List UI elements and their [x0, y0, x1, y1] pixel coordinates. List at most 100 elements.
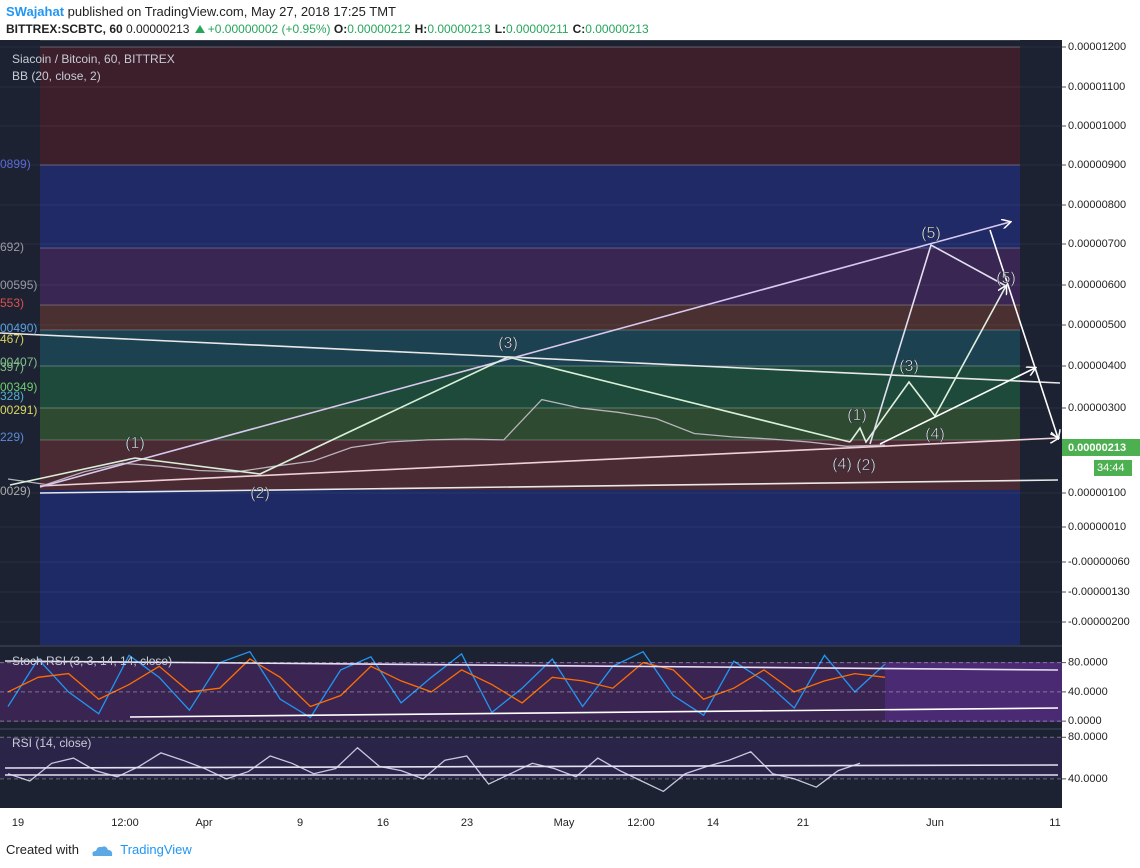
fib-label: 00407): [0, 355, 37, 369]
y-tick-label: 0.00000800: [1068, 199, 1126, 211]
fib-label: 328): [0, 389, 24, 403]
up-arrow: [194, 25, 205, 33]
y-tick-label: 0.00000500: [1068, 319, 1126, 331]
fib-band: [40, 366, 1020, 408]
pane-title: Siacoin / Bitcoin, 60, BITTREX: [12, 52, 175, 66]
drawings: [0, 222, 1060, 776]
series-line: [7, 398, 886, 486]
trend-line: [989, 229, 1058, 438]
ohlc-value: 0.00000213: [427, 22, 491, 36]
wave-label: (2): [856, 457, 876, 474]
symbol: BITTREX:SCBTC, 60: [6, 22, 123, 36]
ohlc-key: C:: [572, 22, 586, 36]
y-tick-label: 0.00000100: [1068, 487, 1126, 499]
pane-band: [885, 662, 1062, 722]
ohlc-key: H:: [414, 22, 428, 36]
y-tick-label: -0.00000130: [1068, 586, 1130, 598]
wave-line: [9, 356, 851, 486]
y-tick-label: 80.0000: [1068, 657, 1108, 669]
fib-band: [40, 47, 1020, 165]
publish-line: SWajahat published on TradingView.com, M…: [6, 4, 396, 19]
plots: [7, 398, 886, 793]
pane-band: [0, 662, 885, 722]
pane-subtitle: BB (20, close, 2): [12, 69, 101, 83]
pane-band: [0, 737, 1062, 778]
ohlc-value: 0.00000211: [506, 22, 569, 36]
logo: [92, 845, 112, 856]
series-line: [7, 658, 886, 708]
fib-label: 00349): [0, 380, 37, 394]
published: published on TradingView.com, May 27, 20…: [67, 4, 396, 19]
x-tick-label: Apr: [195, 817, 212, 829]
wave-label: (1): [125, 435, 145, 452]
x-tick-label: May: [554, 817, 575, 829]
trend-line: [39, 222, 1010, 488]
wave-label: (3): [899, 358, 919, 375]
ohlc-key: L:: [494, 22, 507, 36]
trend-line: [39, 438, 1058, 487]
fib-band: [40, 305, 1020, 330]
fib-label: 397): [0, 360, 24, 374]
x-tick-label: Jun: [926, 817, 944, 829]
trend-line: [4, 764, 1059, 769]
y-tick-label: 0.00000900: [1068, 159, 1126, 171]
fib-label: 0899): [0, 157, 31, 171]
wave-label: (5): [996, 270, 1016, 287]
y-tick-label: 0.00000600: [1068, 279, 1126, 291]
fib-band: [40, 408, 1020, 440]
fib-band: [40, 330, 1020, 366]
ohlc-key: O:: [333, 22, 348, 36]
trend-line: [4, 660, 1059, 671]
last-price-label: 0.00000213: [1068, 442, 1126, 454]
labels: 0.00001200 0.00001100 0.00001000 0.00000900…: [0, 41, 1140, 829]
symbol-line: BITTREX:SCBTC, 60 0.00000213 +0.00000002…: [6, 22, 653, 36]
x-tick-label: 23: [461, 817, 473, 829]
fib-band: [40, 490, 1020, 645]
x-tick-label: 12:00: [627, 817, 655, 829]
pane-title: RSI (14, close): [12, 736, 91, 750]
countdown-badge: [1094, 459, 1132, 476]
series-line: [7, 746, 861, 793]
wave-line: [849, 286, 1006, 444]
trend-line: [879, 368, 1035, 445]
trend-line: [129, 707, 1059, 718]
y-tick-label: 0.0000: [1068, 715, 1102, 727]
x-tick-label: 14: [707, 817, 719, 829]
fib-label: 00595): [0, 278, 37, 292]
y-tick-label: -0.00000060: [1068, 556, 1130, 568]
y-tick-label: 0.00001000: [1068, 120, 1126, 132]
publisher[interactable]: SWajahat: [6, 4, 65, 19]
wave-label: (4): [832, 456, 852, 473]
wave-label: (1): [847, 407, 867, 424]
trend-line: [39, 479, 1059, 494]
y-tick-label: -0.00000200: [1068, 616, 1130, 628]
y-tick-label: 0.00000300: [1068, 402, 1126, 414]
y-tick-label: 40.0000: [1068, 773, 1108, 785]
fib-label: 00291): [0, 403, 37, 417]
footer: Created with TradingView: [6, 842, 192, 857]
wave-label: (3): [498, 335, 518, 352]
y-tick-label: 0.00000010: [1068, 521, 1126, 533]
change: +0.00000002 (+0.95%): [207, 22, 331, 36]
fib-band: [40, 440, 1020, 490]
fib-label: 00490): [0, 321, 37, 335]
price-axis: [1062, 40, 1140, 835]
fib-band: [40, 165, 1020, 248]
x-tick-label: 19: [12, 817, 24, 829]
ohlc: O:0.00000212 H:0.00000213 L:0.00000211 C:0.…: [334, 22, 653, 36]
y-tick-label: 0.00001100: [1068, 81, 1125, 93]
brand[interactable]: TradingView: [120, 842, 192, 857]
y-tick-label: 0.00001200: [1068, 41, 1126, 53]
fib-label: 0029): [0, 484, 31, 498]
fib-label: 467): [0, 332, 24, 346]
x-tick-label: 12:00: [111, 817, 139, 829]
ohlc-value: 0.00000212: [347, 22, 411, 36]
wave-label: (5): [921, 225, 941, 242]
last-price-badge: [1062, 438, 1140, 456]
y-tick-label: 0.00000400: [1068, 360, 1126, 372]
y-tick-label: 80.0000: [1068, 731, 1108, 743]
fib-label: 692): [0, 240, 24, 254]
last-price: 0.00000213: [126, 22, 190, 36]
wave-label: (2): [250, 485, 270, 502]
